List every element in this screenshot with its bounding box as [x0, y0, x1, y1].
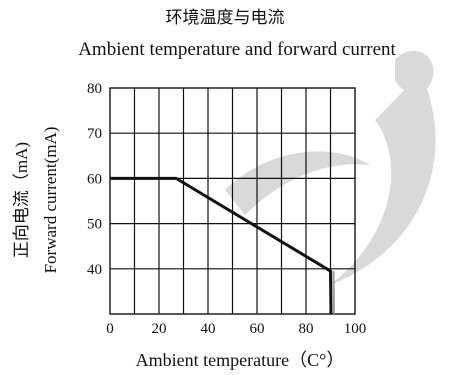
y-tick-label: 50 — [87, 217, 102, 233]
x-tick-label: 80 — [299, 321, 314, 337]
x-tick-label: 0 — [106, 321, 114, 337]
y-axis-label-cn: 正向电流（mA) — [12, 142, 31, 258]
grid-lines — [110, 88, 355, 314]
y-tick-label: 70 — [87, 126, 102, 142]
series-line-0 — [110, 176, 333, 315]
y-axis-label-en: Forward current(mA) — [41, 127, 60, 274]
tick-labels: 0 20 40 60 80 100 40 50 60 70 80 — [87, 81, 366, 337]
watermark-swoosh — [330, 70, 436, 285]
y-tick-label: 40 — [87, 262, 102, 278]
series-layer — [110, 176, 335, 315]
x-tick-label: 60 — [250, 321, 265, 337]
plot-frame — [109, 87, 356, 315]
chart-subtitle: Ambient temperature and forward current — [78, 39, 396, 60]
y-tick-label: 80 — [87, 81, 102, 97]
y-tick-label: 60 — [87, 171, 102, 187]
x-tick-label: 20 — [152, 321, 167, 337]
chart-title: 环境温度与电流 — [166, 8, 285, 27]
watermark-blade — [225, 151, 370, 215]
watermark-blob — [395, 50, 434, 94]
x-tick-label: 100 — [344, 321, 367, 337]
x-tick-label: 40 — [201, 321, 216, 337]
x-axis-label: Ambient temperature（C°） — [136, 350, 345, 370]
